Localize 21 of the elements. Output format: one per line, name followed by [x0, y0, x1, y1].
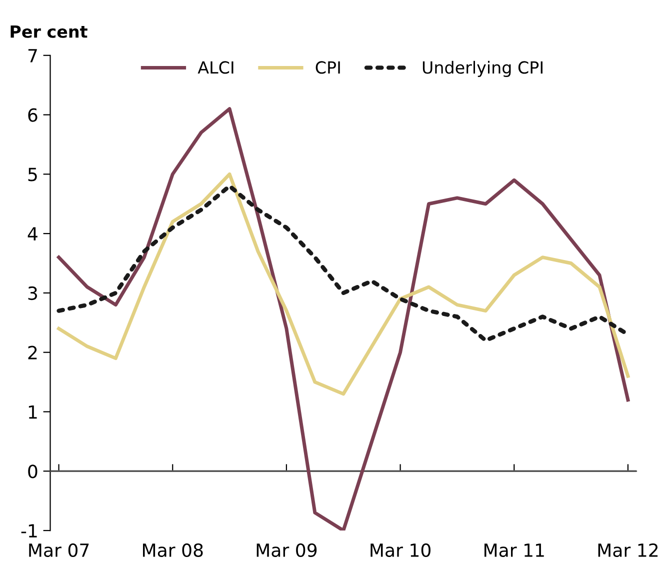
x-tick-label: Mar 07: [29, 543, 89, 558]
line-series: [57, 107, 630, 531]
y-tick-label: 5: [28, 168, 37, 182]
x-tick-label: Mar 08: [143, 543, 203, 558]
legend-label: Underlying CPI: [422, 60, 542, 78]
x-tick-label: Mar 12: [598, 543, 658, 558]
x-tick-label: Mar 11: [484, 544, 544, 558]
y-axis-title: Per cent: [10, 26, 88, 38]
legend-label: ALCI: [198, 61, 234, 74]
y-tick-label: -1: [21, 524, 37, 538]
x-tick-label: Mar 10: [370, 543, 430, 558]
y-tick-label: 2: [28, 346, 37, 360]
y-tick-label: 4: [28, 227, 38, 240]
x-tick-label: Mar 09: [256, 543, 317, 558]
y-tick-label: 1: [28, 405, 37, 419]
y-tick-label: 0: [28, 464, 38, 478]
y-tick-label: 7: [28, 49, 37, 62]
line-series: [57, 172, 630, 396]
y-tick-label: 6: [28, 108, 38, 122]
y-tick-label: 3: [28, 286, 37, 300]
legend-label: CPI: [316, 61, 340, 74]
